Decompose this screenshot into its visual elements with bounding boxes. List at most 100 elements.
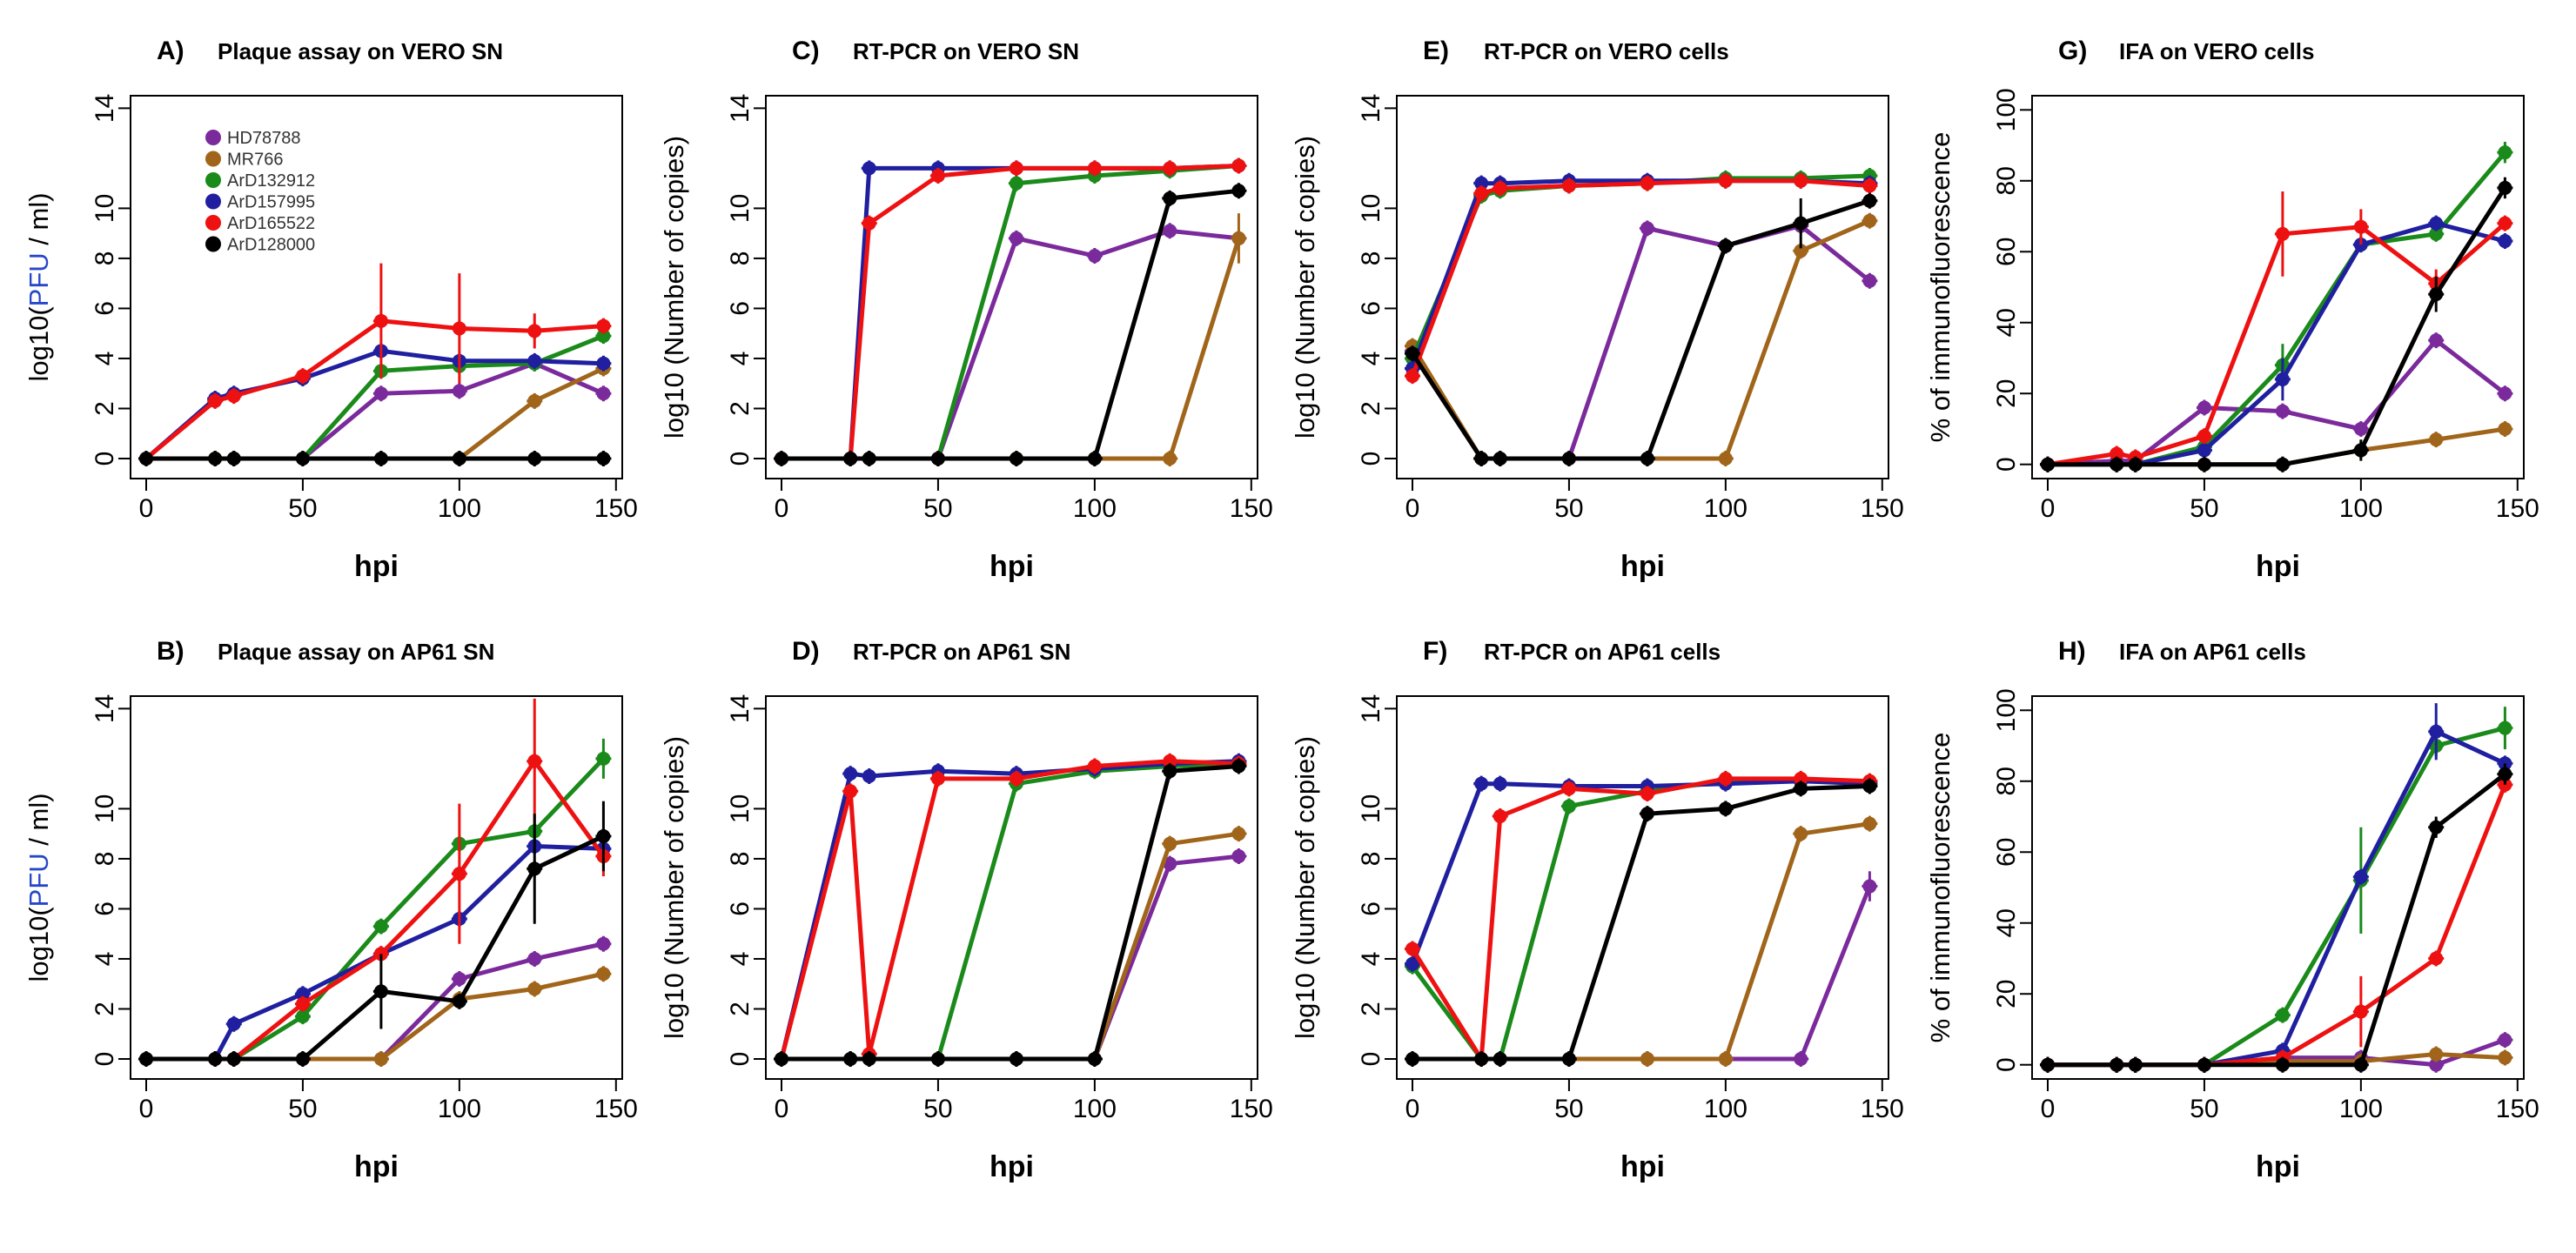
plot-frame [1396, 695, 1889, 1080]
x-tick-label: 100 [1073, 1095, 1117, 1123]
y-tick-label: 100 [1992, 688, 2021, 732]
series-ard128000 [138, 450, 612, 466]
y-tick-label: 0 [1357, 1052, 1385, 1067]
data-point-cross [842, 1050, 859, 1067]
y-tick-label: 4 [1357, 352, 1385, 366]
data-point-cross [372, 1050, 389, 1067]
data-point-cross [929, 450, 946, 466]
series-ard165522 [138, 263, 612, 466]
data-point-cross [1862, 178, 1878, 194]
data-point-cross [773, 1050, 789, 1067]
series-ard132912 [1404, 773, 1878, 1067]
data-point-cross [527, 323, 543, 339]
data-point-cross [595, 318, 612, 334]
data-point-cross [372, 385, 389, 402]
data-point-cross [451, 866, 467, 882]
series-ard132912 [2039, 141, 2513, 472]
data-point-cross [1492, 180, 1508, 197]
x-tick-label: 150 [1230, 1095, 1273, 1123]
data-point-cross [527, 861, 543, 877]
data-point-cross [372, 983, 389, 1000]
plot-frame [765, 695, 1258, 1080]
data-point-cross [2497, 1049, 2513, 1066]
series-line [779, 759, 1239, 1060]
x-tick-label: 50 [2190, 494, 2218, 523]
data-point-cross [225, 1015, 242, 1032]
y-axis-label: % of immunofluorescence [1925, 733, 1955, 1043]
panel-letter: F) [1423, 637, 1447, 666]
series-line [782, 238, 1241, 461]
x-tick-label: 150 [1861, 494, 1904, 523]
data-point-cross [2428, 332, 2445, 349]
data-point-cross [451, 993, 467, 1009]
series-ard128000 [2039, 177, 2513, 472]
series-hd78788 [1404, 218, 1878, 466]
x-tick-label: 0 [2041, 1095, 2056, 1123]
panel-g: G) IFA on VERO cells 0 50 100 150 0 20 40 60 80 100… [1925, 37, 2539, 583]
y-tick-label: 2 [1357, 401, 1385, 416]
data-point-cross [2497, 233, 2513, 250]
series-ard132912 [2039, 707, 2513, 1073]
panel-title: RT-PCR on VERO SN [853, 38, 1079, 64]
data-point-cross [1008, 770, 1024, 787]
data-point-cross [1404, 941, 1420, 957]
y-tick-label: 0 [1357, 452, 1385, 466]
y-tick-label: 14 [726, 694, 755, 723]
data-point-cross [2352, 420, 2369, 437]
series-line [782, 854, 1239, 1062]
panel-title: RT-PCR on VERO cells [1484, 38, 1729, 64]
data-point-cross [1492, 1050, 1508, 1067]
data-point-cross [225, 450, 242, 466]
y-tick-label: 0 [1992, 1057, 2021, 1072]
data-point-cross [1862, 815, 1878, 832]
y-tick-label: 14 [91, 694, 119, 723]
data-point-cross [1008, 450, 1024, 466]
series-ard128000 [1404, 778, 1878, 1067]
data-point-cross [451, 320, 467, 337]
data-point-cross [595, 966, 612, 982]
data-point-cross [2127, 456, 2143, 472]
y-tick-label: 4 [91, 952, 119, 967]
data-point-cross [372, 312, 389, 329]
data-point-cross [595, 935, 612, 952]
data-point-cross [2497, 179, 2513, 196]
panel-f: F) RT-PCR on AP61 cells 0 50 100 150 0 2 4 6 8 10 14… [1290, 637, 1904, 1183]
y-axis-label-part: PFU [23, 853, 54, 907]
series-ard165522 [1404, 172, 1878, 385]
y-tick-label: 10 [91, 794, 119, 823]
data-point-cross [1473, 450, 1490, 466]
legend-label: ArD165522 [227, 214, 315, 233]
y-tick-label: 60 [1992, 238, 2021, 266]
data-point-cross [1231, 230, 1247, 246]
x-tick-label: 150 [2496, 494, 2539, 523]
data-point-cross [2127, 1056, 2143, 1073]
data-point-cross [2428, 286, 2445, 303]
y-tick-label: 80 [1992, 166, 2021, 195]
y-tick-label: 6 [1357, 301, 1385, 316]
y-tick-label: 40 [1992, 308, 2021, 337]
data-point-cross [2428, 950, 2445, 967]
series-line [1412, 821, 1870, 1062]
x-tick-label: 0 [775, 494, 789, 523]
data-point-cross [1717, 770, 1734, 787]
panel-title: RT-PCR on AP61 SN [853, 639, 1070, 665]
legend-marker [205, 215, 221, 231]
data-point-cross [2196, 456, 2212, 472]
panel-title: IFA on AP61 cells [2119, 639, 2306, 665]
data-point-cross [2497, 1032, 2513, 1049]
panel-d: D) RT-PCR on AP61 SN 0 50 100 150 0 2 4 6 8 10 14 hpi… [659, 637, 1273, 1183]
data-point-cross [1086, 248, 1103, 265]
plot-frame [130, 695, 623, 1080]
y-tick-label: 10 [91, 194, 119, 223]
data-point-cross [2196, 442, 2212, 459]
x-tick-label: 0 [139, 494, 154, 523]
data-point-cross [861, 1050, 877, 1067]
data-point-cross [2497, 144, 2513, 161]
data-point-cross [1231, 826, 1247, 842]
y-tick-label: 2 [726, 401, 755, 416]
x-tick-label: 50 [288, 1095, 317, 1123]
x-tick-label: 0 [1405, 494, 1420, 523]
plot-frame [1396, 95, 1889, 479]
data-point-cross [2497, 385, 2513, 402]
y-tick-label: 0 [91, 1052, 119, 1067]
